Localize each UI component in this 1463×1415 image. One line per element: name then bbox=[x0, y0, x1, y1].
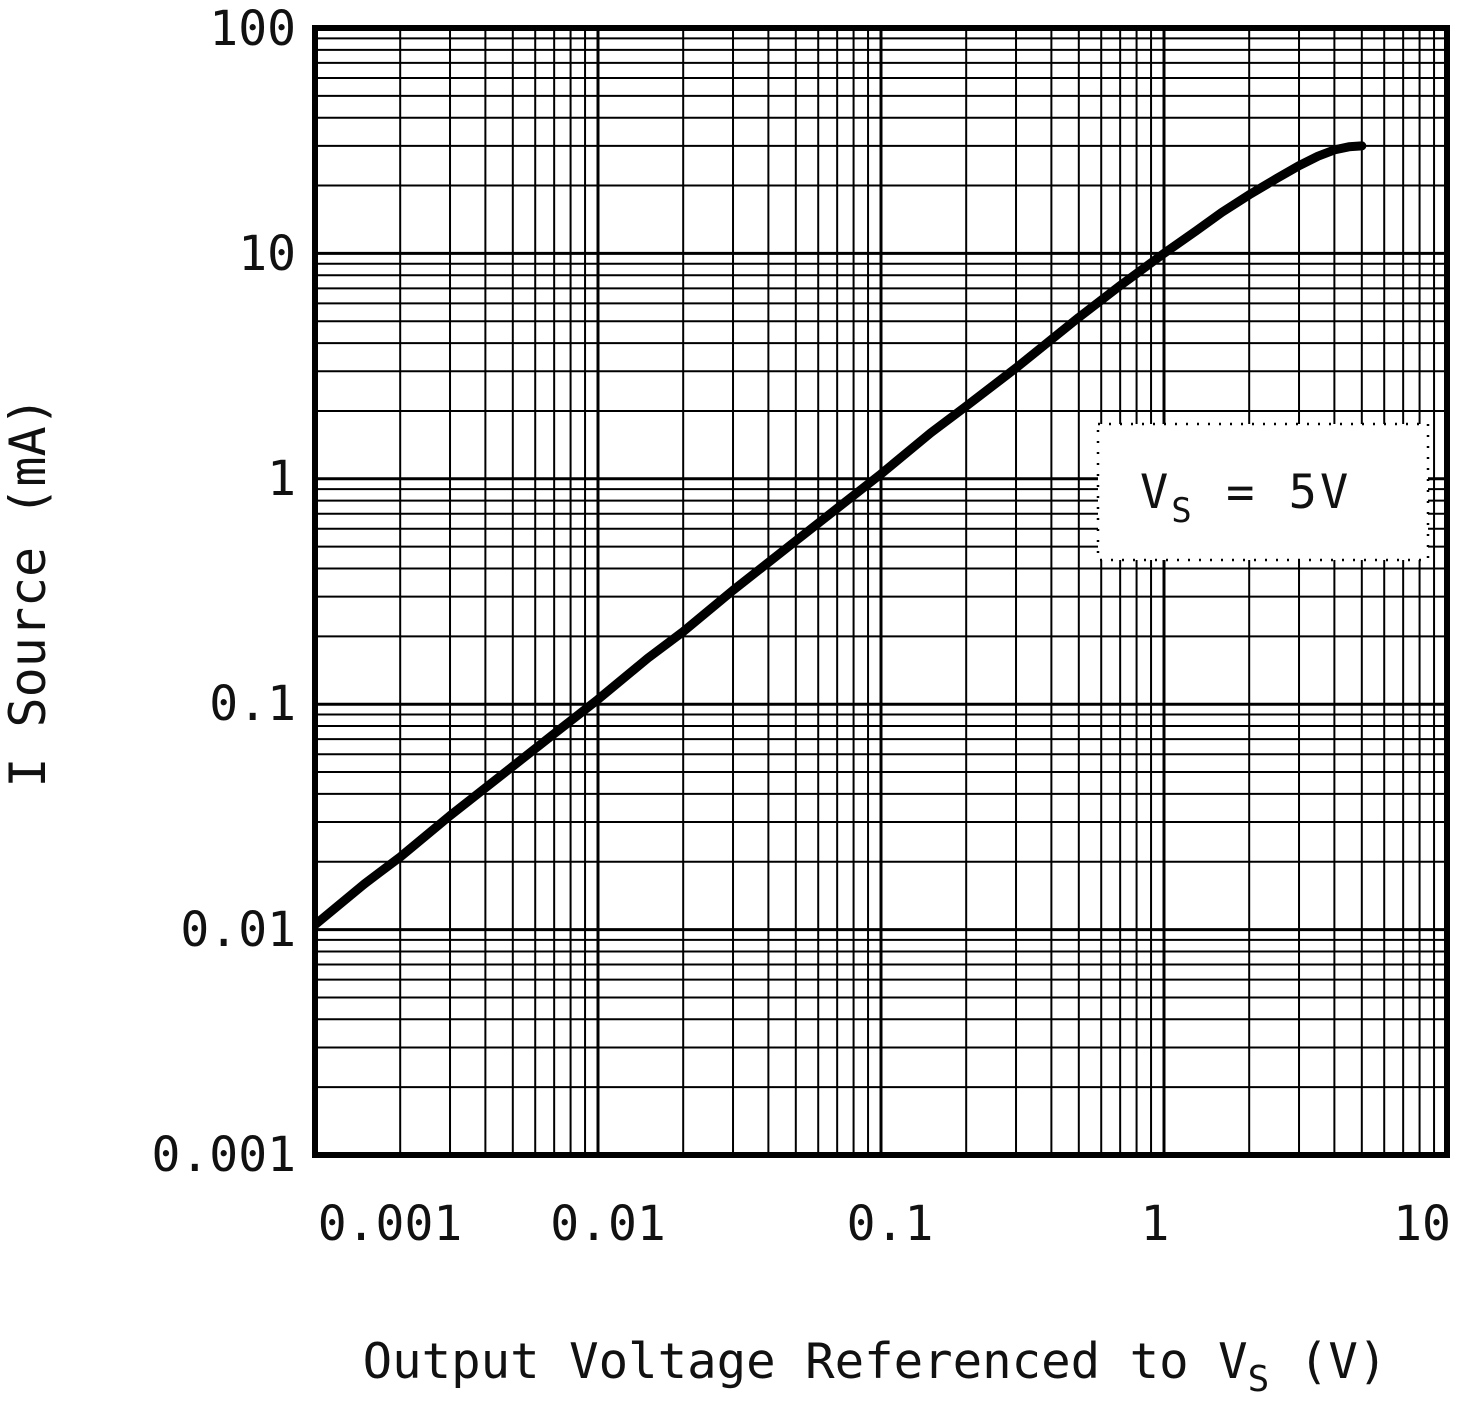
x-tick-label: 10 bbox=[1393, 1196, 1451, 1252]
grid-layer bbox=[313, 28, 1447, 1157]
x-tick-label: 1 bbox=[1141, 1196, 1170, 1252]
legend-box bbox=[1096, 422, 1430, 562]
plot-border bbox=[312, 25, 1450, 1158]
legend-label: VS = 5V bbox=[1140, 465, 1351, 531]
x-axis-title: Output Voltage Referenced to VS (V) bbox=[363, 1333, 1388, 1400]
y-tick-label: 0.1 bbox=[209, 676, 296, 732]
y-tick-label: 0.01 bbox=[180, 902, 296, 958]
series-line bbox=[315, 141, 1367, 930]
y-tick-label: 0.001 bbox=[152, 1127, 297, 1183]
y-tick-label: 100 bbox=[209, 1, 296, 57]
x-tick-label: 0.1 bbox=[847, 1196, 934, 1252]
y-tick-label: 10 bbox=[238, 226, 296, 282]
y-axis-title: I Source (mA) bbox=[0, 396, 57, 787]
y-tick-label: 1 bbox=[267, 451, 296, 507]
plot-border-rect bbox=[312, 25, 1450, 1158]
x-tick-label: 0.001 bbox=[318, 1196, 463, 1252]
x-tick-label: 0.01 bbox=[550, 1196, 666, 1252]
curve-layer bbox=[315, 141, 1367, 930]
legend: VS = 5V bbox=[1096, 422, 1430, 562]
